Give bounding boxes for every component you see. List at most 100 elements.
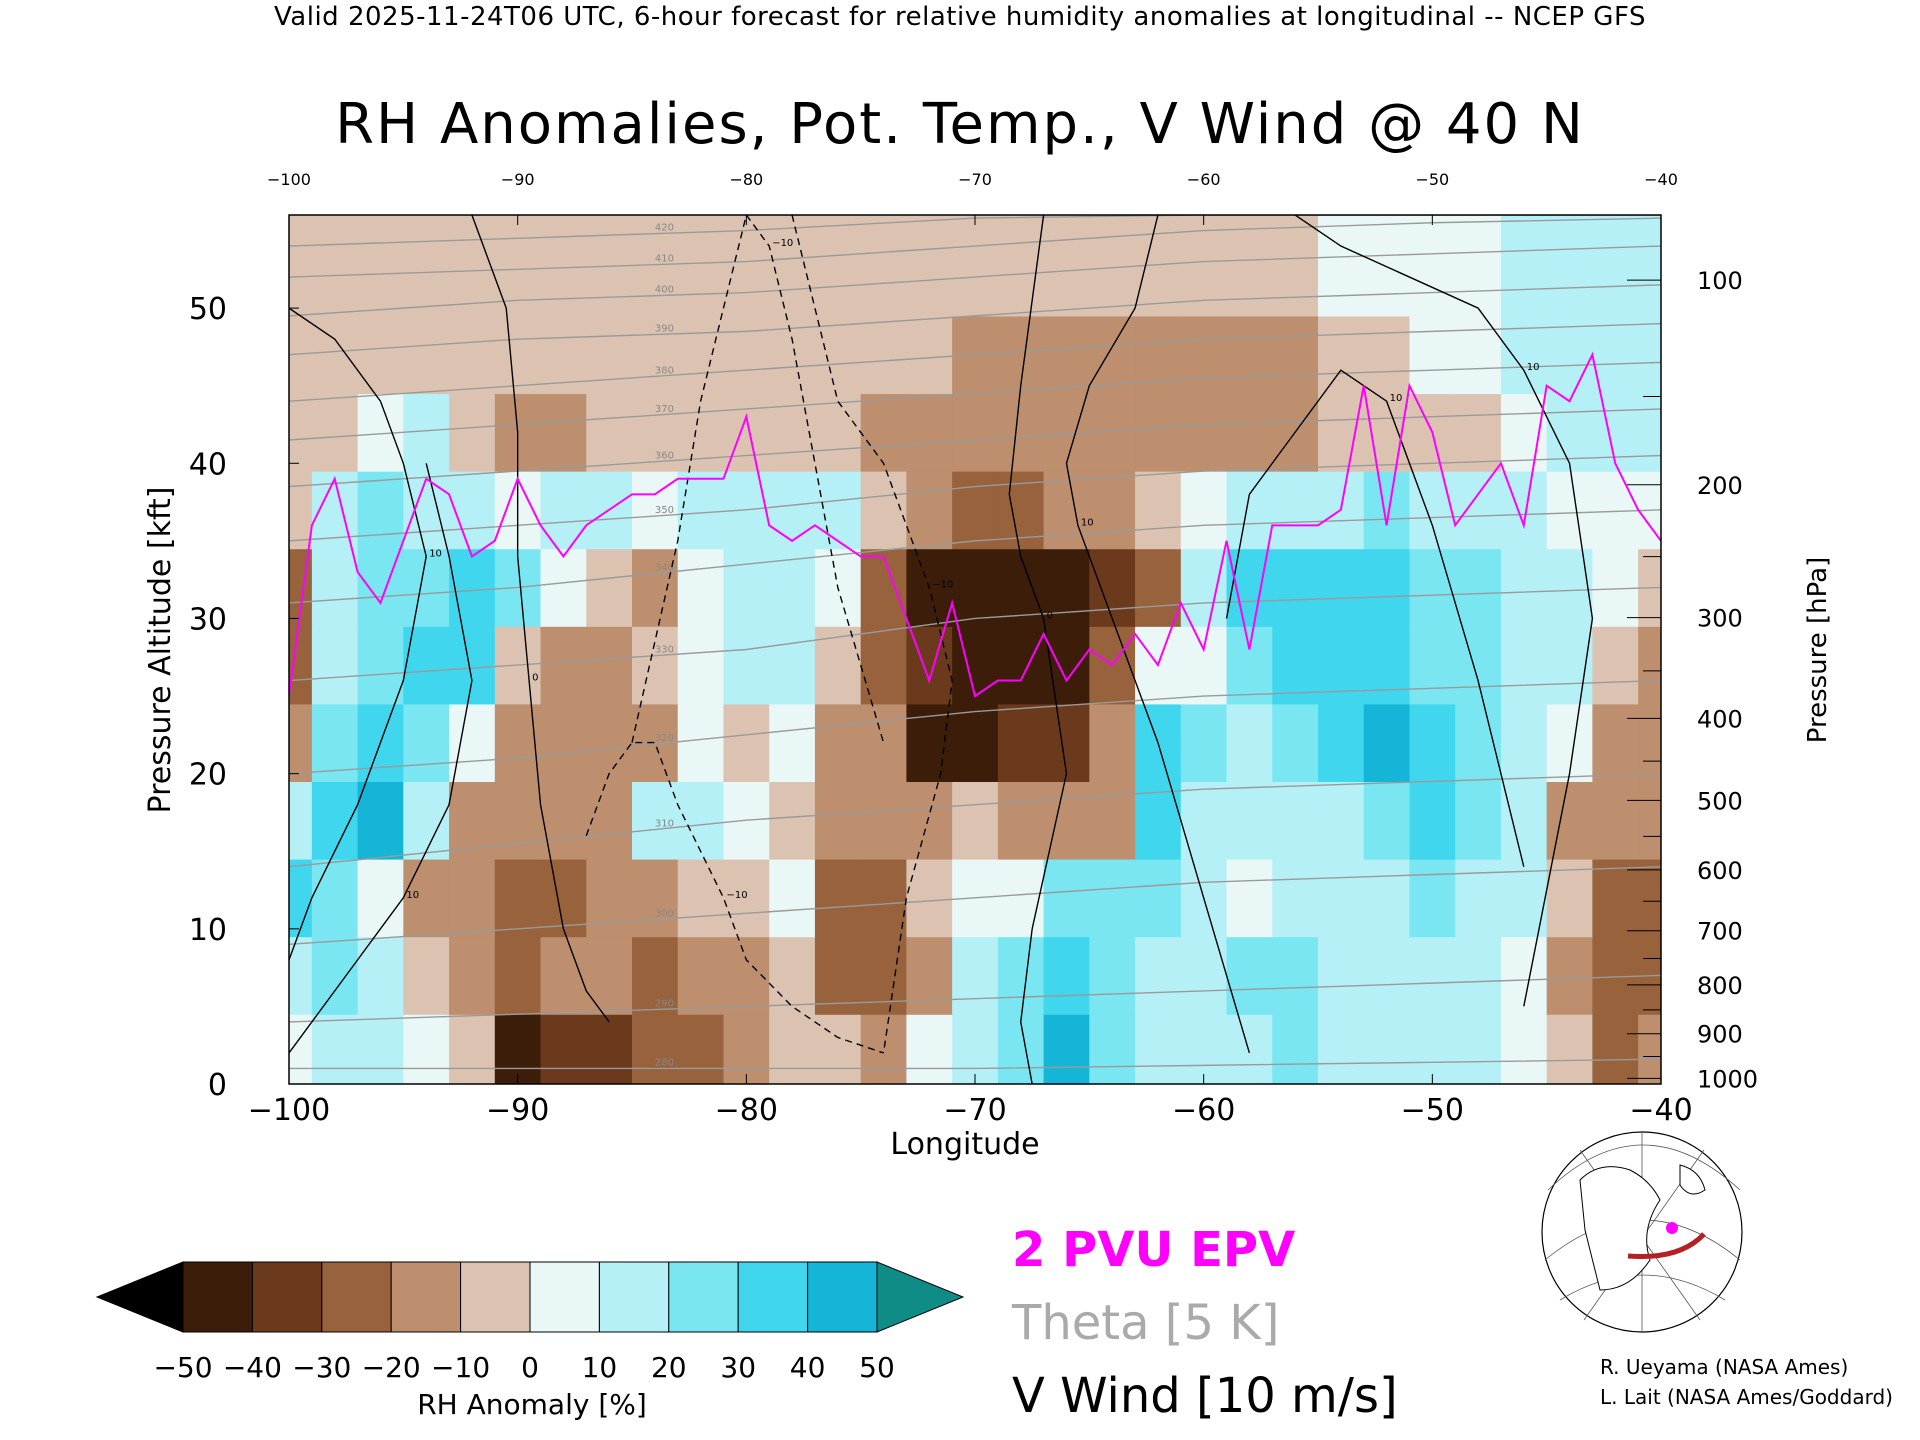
- rh-cell: [449, 1014, 496, 1084]
- rh-cell: [1546, 936, 1593, 1015]
- theta-label: 370: [655, 404, 674, 415]
- rh-cell: [952, 215, 999, 317]
- rh-cell: [1592, 626, 1639, 705]
- pressure-tick-label: 100: [1697, 267, 1743, 295]
- rh-cell: [540, 781, 587, 860]
- rh-cell: [769, 936, 816, 1015]
- theta-line: [289, 974, 1661, 1023]
- rh-cell: [997, 781, 1045, 860]
- colorbar-swatch: [807, 1261, 878, 1333]
- rh-cell: [1409, 703, 1456, 783]
- rh-cell: [814, 471, 862, 550]
- rh-cell: [1409, 781, 1456, 860]
- rh-cell: [403, 471, 450, 550]
- rh-cell: [1409, 858, 1456, 938]
- colorbar-swatch: [321, 1261, 392, 1333]
- rh-cell: [632, 936, 679, 1015]
- legend-theta: Theta [5 K]: [1012, 1295, 1280, 1351]
- rh-cell: [860, 1014, 907, 1084]
- rh-cell: [1318, 215, 1365, 317]
- v-wind-label: −10: [932, 579, 953, 590]
- rh-cell: [677, 703, 725, 783]
- pressure-tick-label: 1000: [1697, 1065, 1758, 1093]
- rh-cell: [1272, 703, 1319, 783]
- rh-cell: [1180, 936, 1228, 1015]
- rh-cell: [357, 471, 404, 550]
- rh-cell: [814, 781, 862, 860]
- rh-cell: [1135, 393, 1182, 472]
- rh-cell: [860, 936, 907, 1015]
- rh-cell: [540, 471, 587, 550]
- x-tick-label: −60: [1172, 1093, 1235, 1128]
- theta-label: 360: [655, 451, 674, 462]
- rh-cell: [403, 315, 450, 395]
- rh-cell: [1272, 858, 1319, 938]
- rh-cell: [357, 1014, 404, 1084]
- rh-cell: [1089, 781, 1136, 860]
- cross-section-path: [1627, 1232, 1706, 1259]
- theta-label: 380: [655, 365, 674, 376]
- v-wind-label: 10: [1527, 362, 1540, 373]
- rh-cell: [449, 393, 496, 472]
- rh-cell: [1409, 215, 1456, 317]
- rh-cell: [952, 626, 999, 705]
- rh-cell: [906, 781, 953, 860]
- rh-cell: [1272, 315, 1319, 395]
- rh-cell: [1180, 315, 1228, 395]
- v-wind-line: [471, 215, 610, 1023]
- rh-cell: [1363, 215, 1411, 317]
- colorbar-tick-label: 0: [521, 1351, 539, 1384]
- rh-cell: [906, 471, 953, 550]
- rh-cell: [1363, 1014, 1411, 1084]
- rh-cell: [311, 626, 359, 705]
- rh-cell: [769, 548, 816, 627]
- rh-cell: [814, 1014, 862, 1084]
- rh-cell: [1546, 781, 1593, 860]
- rh-cell: [860, 781, 907, 860]
- rh-cell: [677, 471, 725, 550]
- rh-cell: [723, 215, 770, 317]
- rh-cell: [1455, 781, 1502, 860]
- rh-cell: [997, 703, 1045, 783]
- y-tick-label: 50: [189, 292, 227, 327]
- rh-cell: [1318, 393, 1365, 472]
- theta-line: [289, 679, 1661, 775]
- rh-cell: [1500, 781, 1548, 860]
- rh-cell: [1409, 1014, 1456, 1084]
- rh-cell: [289, 936, 313, 1015]
- rh-cell: [1226, 215, 1273, 317]
- rh-cell: [449, 936, 496, 1015]
- rh-cell: [677, 781, 725, 860]
- v-wind-label: −10: [772, 238, 793, 249]
- x-tick-label: −90: [486, 1093, 549, 1128]
- rh-cell: [1180, 1014, 1228, 1084]
- v-wind-line: [1294, 215, 1594, 1007]
- rh-cell: [1089, 315, 1136, 395]
- rh-cell: [1592, 703, 1639, 783]
- rh-cell: [723, 703, 770, 783]
- rh-cell: [1272, 215, 1319, 317]
- rh-cell: [769, 215, 816, 317]
- y-tick-label: 20: [189, 758, 227, 793]
- theta-line: [289, 284, 1661, 356]
- rh-cell: [357, 781, 404, 860]
- pressure-tick-label: 500: [1697, 787, 1743, 815]
- rh-cell: [1272, 936, 1319, 1015]
- rh-cell: [1546, 471, 1593, 550]
- rh-cell: [357, 215, 404, 317]
- rh-cell: [1363, 548, 1411, 627]
- rh-cell: [494, 781, 542, 860]
- rh-cell: [449, 703, 496, 783]
- rh-cell: [1318, 936, 1365, 1015]
- rh-cell: [403, 858, 450, 938]
- rh-cell: [632, 1014, 679, 1084]
- rh-cell: [632, 626, 679, 705]
- rh-cell: [494, 1014, 542, 1084]
- rh-cell: [1272, 471, 1319, 550]
- rh-cell: [1272, 781, 1319, 860]
- rh-cell: [540, 548, 587, 627]
- rh-cell: [814, 936, 862, 1015]
- x-tick-label: −100: [248, 1093, 330, 1128]
- rh-cell: [1226, 315, 1273, 395]
- v-wind-label: 10: [1081, 517, 1094, 528]
